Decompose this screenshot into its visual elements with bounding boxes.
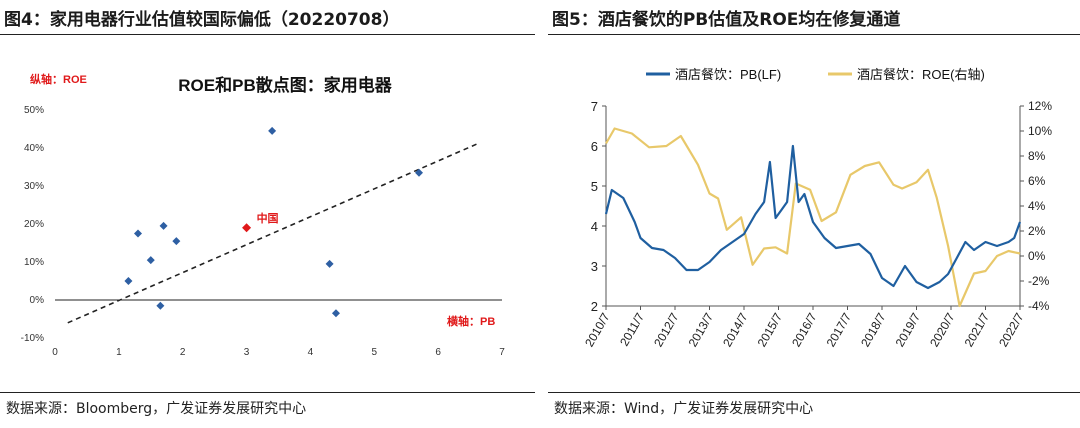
scatter-x-tick-label: 4: [308, 347, 314, 358]
figure-4-panel: 图4：家用电器行业估值较国际偏低（20220708） ROE和PB散点图：家用电…: [0, 0, 535, 428]
scatter-y-tick-label: 40%: [24, 143, 44, 154]
scatter-y-tick-label: 30%: [24, 181, 44, 192]
scatter-x-tick-label: 3: [244, 347, 250, 358]
scatter-y-tick-label: 20%: [24, 219, 44, 230]
figure-4-bottom-rule: [0, 392, 535, 393]
scatter-highlight-point: [242, 223, 252, 233]
figure-4-source: 数据来源：Bloomberg，广发证券发展研究中心: [6, 401, 307, 417]
x-tick-label: 2011/7: [617, 310, 647, 348]
scatter-point: [325, 259, 334, 268]
left-tick-label: 2: [591, 299, 598, 314]
scatter-y-axis-label: 纵轴：ROE: [30, 72, 87, 86]
right-tick-label: 2%: [1028, 224, 1046, 238]
scatter-point: [331, 309, 340, 318]
figure-5-panel: 图5：酒店餐饮的PB估值及ROE均在修复通道 酒店餐饮：PB(LF) 酒店餐饮：R…: [548, 0, 1080, 428]
scatter-point: [159, 221, 168, 230]
left-tick-label: 3: [591, 259, 598, 274]
scatter-point: [414, 168, 423, 177]
scatter-x-tick-label: 2: [180, 347, 186, 358]
left-tick-label: 6: [591, 139, 598, 154]
scatter-highlight-label: 中国: [257, 211, 279, 225]
x-tick-label: 2016/7: [789, 310, 820, 349]
x-tick-label: 2019/7: [893, 310, 924, 349]
x-tick-label: 2018/7: [858, 310, 889, 349]
line-chart: 酒店餐饮：PB(LF) 酒店餐饮：ROE(右轴) 2 3 4 5 6 7 -4% -2% 0% 2% 4…: [582, 67, 1052, 349]
figure-5-top-rule: [548, 34, 1080, 35]
x-tick-label: 2014/7: [720, 310, 751, 349]
scatter-x-tick-label: 5: [372, 347, 378, 358]
scatter-point: [156, 301, 165, 310]
scatter-point: [124, 277, 133, 285]
figure-5-bottom-rule: [548, 392, 1080, 393]
scatter-point: [146, 256, 155, 265]
scatter-point: [172, 237, 181, 246]
right-tick-label: 8%: [1028, 149, 1046, 163]
figure-5-source: 数据来源：Wind，广发证券发展研究中心: [554, 401, 814, 417]
legend-roe-label: 酒店餐饮：ROE(右轴): [857, 67, 985, 82]
x-tick-label: 2022/7: [996, 310, 1027, 349]
pb-series-line: [604, 144, 1022, 290]
scatter-y-tick-label: 0%: [30, 295, 45, 306]
figure-5-title: 图5：酒店餐饮的PB估值及ROE均在修复通道: [552, 10, 901, 30]
scatter-y-tick-label: 50%: [24, 105, 44, 116]
scatter-trendline: [67, 143, 477, 324]
figure-4-title: 图4：家用电器行业估值较国际偏低（20220708）: [4, 10, 400, 30]
right-tick-label: 0%: [1028, 249, 1046, 263]
x-tick-label: 2021/7: [962, 310, 993, 349]
scatter-x-tick-label: 6: [435, 347, 441, 358]
right-tick-label: -4%: [1028, 299, 1050, 313]
right-tick-label: 6%: [1028, 174, 1046, 188]
left-tick-label: 4: [591, 219, 598, 234]
scatter-x-tick-label: 1: [116, 347, 122, 358]
left-tick-label: 7: [591, 99, 598, 114]
right-tick-label: 4%: [1028, 199, 1046, 213]
scatter-y-tick-label: -10%: [21, 333, 44, 344]
x-tick-label: 2020/7: [927, 310, 958, 349]
scatter-point: [268, 126, 277, 135]
x-tick-label: 2013/7: [686, 310, 717, 349]
scatter-point: [134, 229, 143, 238]
scatter-chart: ROE和PB散点图：家用电器 纵轴：ROE 横轴：PB 0 1 2 3 4 5 6 7 -10% 0% 1…: [21, 72, 506, 358]
legend-pb-label: 酒店餐饮：PB(LF): [675, 67, 781, 82]
x-tick-label: 2017/7: [824, 310, 855, 349]
scatter-title: ROE和PB散点图：家用电器: [178, 75, 392, 95]
scatter-x-tick-label: 0: [52, 347, 58, 358]
x-tick-label: 2015/7: [755, 310, 786, 349]
scatter-x-axis-label: 横轴：PB: [447, 314, 495, 328]
x-tick-label: 2012/7: [651, 310, 682, 349]
scatter-x-tick-label: 7: [499, 347, 505, 358]
figure-4-top-rule: [0, 34, 535, 35]
x-tick-label: 2010/7: [582, 310, 613, 349]
right-tick-label: 12%: [1028, 99, 1052, 113]
roe-series-line: [605, 127, 1021, 308]
right-tick-label: -2%: [1028, 274, 1050, 288]
right-tick-label: 10%: [1028, 124, 1052, 138]
left-tick-label: 5: [591, 179, 598, 194]
scatter-y-tick-label: 10%: [24, 257, 44, 268]
